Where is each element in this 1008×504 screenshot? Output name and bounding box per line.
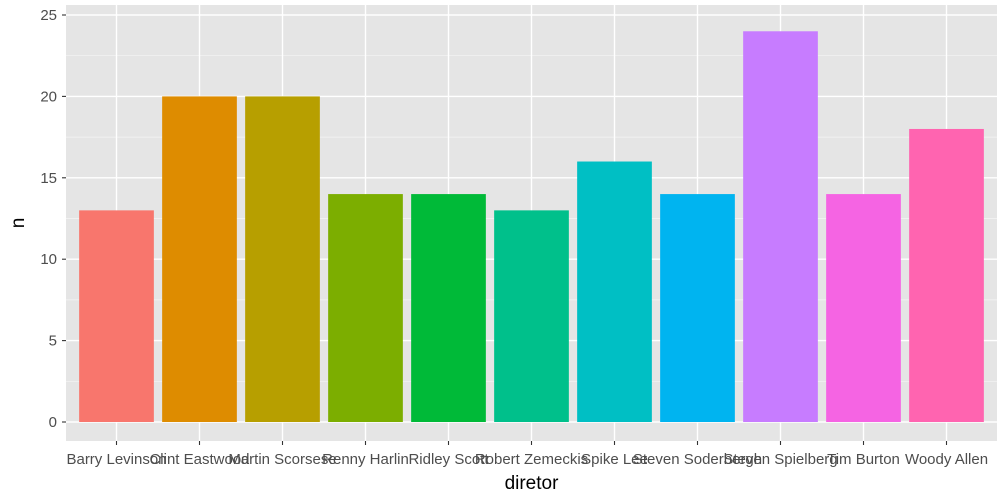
y-tick-label: 15: [40, 170, 57, 187]
bar-ridley-scott: [411, 194, 486, 422]
bar-steven-soderbergh: [660, 194, 735, 422]
bars: [79, 31, 984, 423]
y-tick-label: 25: [40, 7, 57, 24]
x-axis-title: diretor: [505, 473, 560, 494]
bar-steven-spielberg: [743, 31, 818, 423]
x-tick-label: Martin Scorsese: [228, 451, 336, 468]
y-tick-label: 5: [49, 333, 57, 350]
x-tick-label: Renny Harlin: [322, 451, 409, 468]
y-axis: 0 5 10 15 20 25: [40, 7, 66, 431]
y-tick-label: 0: [49, 414, 57, 431]
bar-renny-harlin: [328, 194, 403, 422]
x-tick-label: Woody Allen: [905, 451, 988, 468]
x-tick-label: Barry Levinson: [66, 451, 166, 468]
bar-spike-lee: [577, 161, 652, 422]
y-tick-label: 20: [40, 88, 57, 105]
bar-woody-allen: [909, 128, 984, 422]
x-tick-label: Steven Soderbergh: [633, 451, 762, 468]
x-tick-label: Tim Burton: [827, 451, 900, 468]
x-tick-label: Robert Zemeckis: [475, 451, 588, 468]
x-tick-label: Ridley Scott: [408, 451, 489, 468]
bar-robert-zemeckis: [494, 210, 569, 422]
x-tick-label: Steven Spielberg: [723, 451, 837, 468]
bar-barry-levinson: [79, 210, 154, 422]
x-tick-label: Clint Eastwood: [149, 451, 249, 468]
bar-clint-eastwood: [162, 96, 237, 423]
bar-tim-burton: [826, 194, 901, 422]
bar-martin-scorsese: [245, 96, 320, 423]
y-axis-title: n: [8, 218, 29, 229]
y-tick-label: 10: [40, 251, 57, 268]
x-tick-label: Spike Lee: [581, 451, 648, 468]
